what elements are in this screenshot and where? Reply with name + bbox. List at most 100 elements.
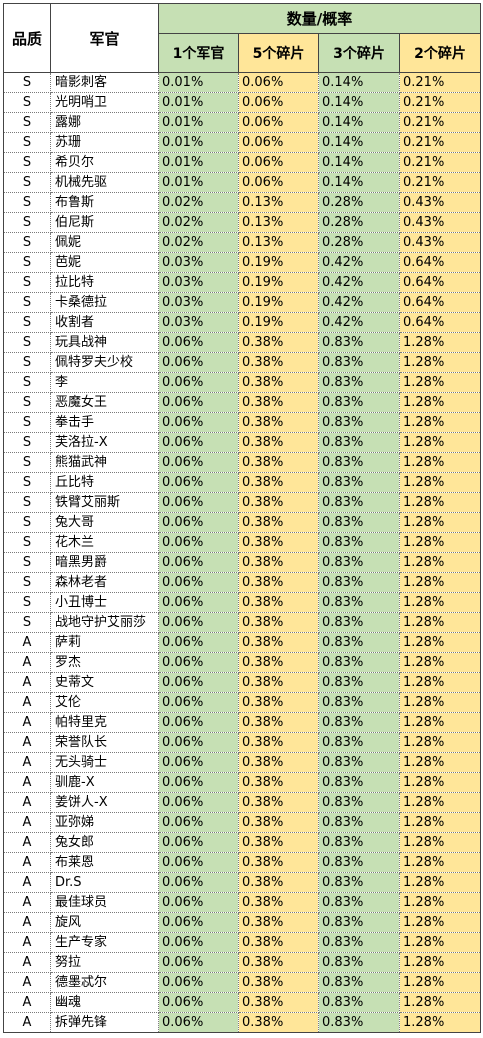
quality-cell: S — [3, 272, 51, 293]
quality-cell: S — [3, 312, 51, 333]
table-row: A 无头骑士 0.06% 0.38% 0.83% 1.28% — [3, 752, 482, 773]
officer-name-cell: 努拉 — [50, 952, 159, 973]
quality-cell: S — [3, 292, 51, 313]
prob-5-fragments-cell: 0.38% — [238, 692, 319, 713]
officer-name-cell: 帕特里克 — [50, 712, 159, 733]
prob-2-fragments-cell: 1.28% — [399, 752, 482, 773]
prob-5-fragments-cell: 0.38% — [238, 792, 319, 813]
col-header-2-fragments: 2个碎片 — [398, 33, 482, 73]
table-row: S 兔大哥 0.06% 0.38% 0.83% 1.28% — [3, 512, 482, 533]
prob-1-officer-cell: 0.01% — [158, 92, 239, 113]
officer-name-cell: 机械先驱 — [50, 172, 159, 193]
officer-name-cell: 无头骑士 — [50, 752, 159, 773]
table-row: S 芭妮 0.03% 0.19% 0.42% 0.64% — [3, 252, 482, 273]
col-header-5-fragments: 5个碎片 — [238, 33, 319, 73]
prob-2-fragments-cell: 0.21% — [399, 152, 482, 173]
table-row: S 收割者 0.03% 0.19% 0.42% 0.64% — [3, 312, 482, 333]
prob-1-officer-cell: 0.06% — [158, 372, 239, 393]
prob-2-fragments-cell: 1.28% — [399, 852, 482, 873]
prob-5-fragments-cell: 0.38% — [238, 992, 319, 1013]
quality-cell: S — [3, 232, 51, 253]
prob-5-fragments-cell: 0.38% — [238, 592, 319, 613]
prob-1-officer-cell: 0.01% — [158, 132, 239, 153]
quality-cell: S — [3, 512, 51, 533]
table-row: S 佩特罗夫少校 0.06% 0.38% 0.83% 1.28% — [3, 352, 482, 373]
quality-cell: A — [3, 852, 51, 873]
prob-1-officer-cell: 0.06% — [158, 512, 239, 533]
prob-1-officer-cell: 0.02% — [158, 232, 239, 253]
prob-2-fragments-cell: 1.28% — [399, 712, 482, 733]
table-row: A 亚弥娣 0.06% 0.38% 0.83% 1.28% — [3, 812, 482, 833]
prob-1-officer-cell: 0.06% — [158, 752, 239, 773]
prob-3-fragments-cell: 0.42% — [318, 312, 400, 333]
prob-5-fragments-cell: 0.13% — [238, 192, 319, 213]
quality-cell: S — [3, 532, 51, 553]
prob-1-officer-cell: 0.06% — [158, 592, 239, 613]
quality-cell: A — [3, 792, 51, 813]
prob-2-fragments-cell: 0.64% — [399, 292, 482, 313]
prob-5-fragments-cell: 0.38% — [238, 892, 319, 913]
quality-cell: A — [3, 672, 51, 693]
prob-1-officer-cell: 0.06% — [158, 532, 239, 553]
prob-2-fragments-cell: 0.64% — [399, 312, 482, 333]
quality-cell: S — [3, 392, 51, 413]
officer-name-cell: 小丑博士 — [50, 592, 159, 613]
prob-1-officer-cell: 0.06% — [158, 492, 239, 513]
prob-2-fragments-cell: 1.28% — [399, 592, 482, 613]
quality-cell: A — [3, 972, 51, 993]
officer-name-cell: 最佳球员 — [50, 892, 159, 913]
prob-3-fragments-cell: 0.83% — [318, 512, 400, 533]
prob-1-officer-cell: 0.06% — [158, 552, 239, 573]
prob-3-fragments-cell: 0.42% — [318, 292, 400, 313]
officer-name-cell: 生产专家 — [50, 932, 159, 953]
officer-name-cell: 德墨忒尔 — [50, 972, 159, 993]
prob-3-fragments-cell: 0.83% — [318, 532, 400, 553]
officer-name-cell: 拉比特 — [50, 272, 159, 293]
quality-cell: S — [3, 172, 51, 193]
prob-2-fragments-cell: 1.28% — [399, 492, 482, 513]
prob-3-fragments-cell: 0.83% — [318, 372, 400, 393]
officer-name-cell: 艾伦 — [50, 692, 159, 713]
prob-3-fragments-cell: 0.83% — [318, 892, 400, 913]
table-row: S 丘比特 0.06% 0.38% 0.83% 1.28% — [3, 472, 482, 493]
prob-1-officer-cell: 0.06% — [158, 952, 239, 973]
prob-1-officer-cell: 0.06% — [158, 712, 239, 733]
officer-name-cell: 姜饼人-X — [50, 792, 159, 813]
prob-5-fragments-cell: 0.38% — [238, 472, 319, 493]
officer-name-cell: 驯鹿-X — [50, 772, 159, 793]
prob-5-fragments-cell: 0.38% — [238, 392, 319, 413]
prob-5-fragments-cell: 0.19% — [238, 312, 319, 333]
officer-name-cell: 光明哨卫 — [50, 92, 159, 113]
table-row: S 光明哨卫 0.01% 0.06% 0.14% 0.21% — [3, 92, 482, 113]
prob-1-officer-cell: 0.06% — [158, 672, 239, 693]
prob-1-officer-cell: 0.06% — [158, 892, 239, 913]
prob-1-officer-cell: 0.06% — [158, 572, 239, 593]
prob-2-fragments-cell: 1.28% — [399, 812, 482, 833]
prob-2-fragments-cell: 1.28% — [399, 392, 482, 413]
prob-2-fragments-cell: 1.28% — [399, 692, 482, 713]
prob-3-fragments-cell: 0.83% — [318, 832, 400, 853]
prob-5-fragments-cell: 0.06% — [238, 112, 319, 133]
quality-cell: S — [3, 432, 51, 453]
prob-1-officer-cell: 0.06% — [158, 472, 239, 493]
prob-5-fragments-cell: 0.19% — [238, 272, 319, 293]
quality-cell: A — [3, 752, 51, 773]
prob-5-fragments-cell: 0.38% — [238, 332, 319, 353]
prob-1-officer-cell: 0.06% — [158, 392, 239, 413]
prob-3-fragments-cell: 0.14% — [318, 92, 400, 113]
officer-name-cell: 李 — [50, 372, 159, 393]
probability-table: 品质 军官 数量/概率 1个军官 5个碎片 3个碎片 2个碎片 S 暗影刺客 0.0… — [3, 3, 482, 1033]
table-row: S 小丑博士 0.06% 0.38% 0.83% 1.28% — [3, 592, 482, 613]
officer-name-cell: 幽魂 — [50, 992, 159, 1013]
officer-name-cell: 苏珊 — [50, 132, 159, 153]
prob-1-officer-cell: 0.06% — [158, 732, 239, 753]
officer-name-cell: 佩特罗夫少校 — [50, 352, 159, 373]
prob-3-fragments-cell: 0.83% — [318, 712, 400, 733]
prob-5-fragments-cell: 0.38% — [238, 372, 319, 393]
prob-3-fragments-cell: 0.83% — [318, 632, 400, 653]
prob-5-fragments-cell: 0.38% — [238, 532, 319, 553]
prob-1-officer-cell: 0.06% — [158, 912, 239, 933]
prob-2-fragments-cell: 0.21% — [399, 72, 482, 93]
quality-cell: A — [3, 732, 51, 753]
officer-name-cell: 史蒂文 — [50, 672, 159, 693]
